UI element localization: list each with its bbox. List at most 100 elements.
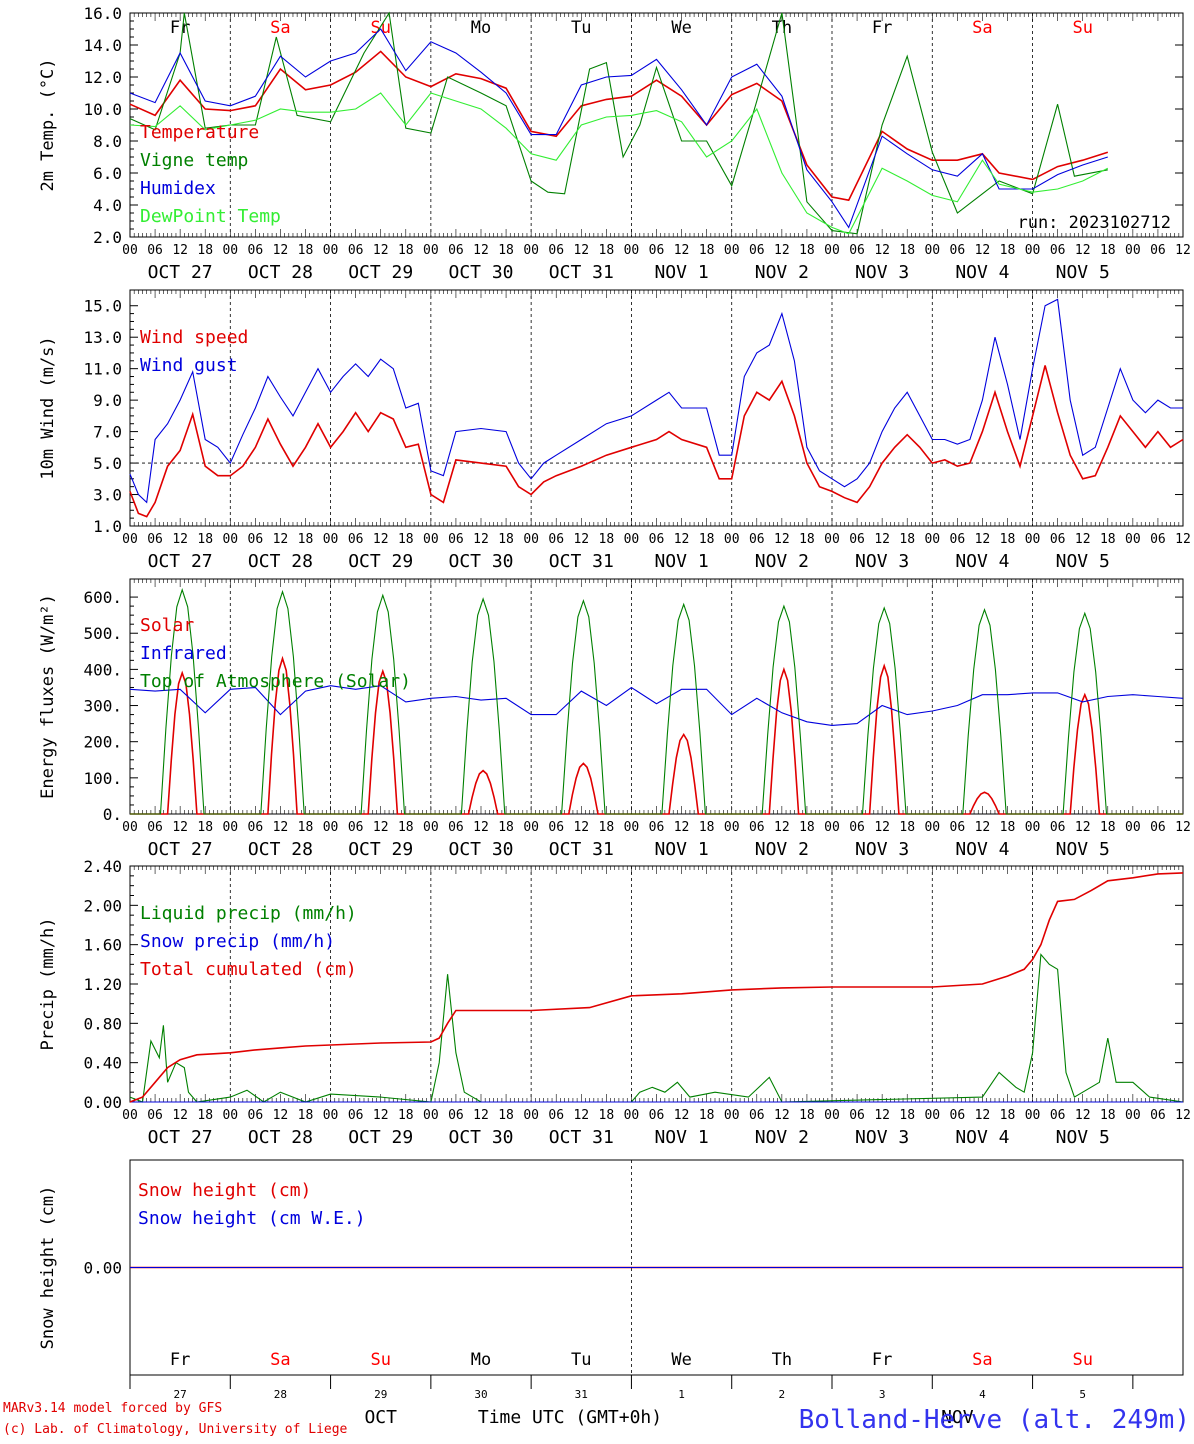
day-of-month-label: 27 bbox=[174, 1388, 187, 1401]
x-tick-label: 00 bbox=[924, 532, 940, 547]
day-of-month-label: 1 bbox=[678, 1388, 685, 1401]
series-line-temperature bbox=[129, 50, 1109, 202]
legend-entry: Snow height (cm) bbox=[138, 1180, 311, 1201]
y-tick-label: 1.60 bbox=[83, 936, 122, 955]
x-tick-label: 06 bbox=[348, 243, 364, 258]
x-tick-label: 18 bbox=[498, 820, 514, 835]
x-tick-label: 18 bbox=[1100, 1108, 1116, 1123]
x-tick-label: 06 bbox=[248, 532, 264, 547]
weekday-label: Su bbox=[1072, 1350, 1092, 1370]
x-tick-label: 12 bbox=[473, 243, 489, 258]
x-tick-label: 00 bbox=[222, 532, 238, 547]
x-tick-label: 06 bbox=[849, 243, 865, 258]
series-line-humidex bbox=[129, 28, 1108, 229]
x-tick-label: 00 bbox=[624, 532, 640, 547]
y-tick-label: 10.0 bbox=[83, 100, 122, 119]
x-tick-label: 12 bbox=[774, 820, 790, 835]
series-line-wind-speed bbox=[129, 365, 1184, 518]
y-tick-label: 0.00 bbox=[83, 1259, 122, 1278]
x-tick-label: 12 bbox=[373, 532, 389, 547]
x-tick-label: 12 bbox=[172, 820, 188, 835]
x-tick-label: 12 bbox=[473, 820, 489, 835]
y-tick-label: 3.0 bbox=[93, 486, 122, 505]
weekday-label: Fr bbox=[872, 1350, 892, 1370]
x-tick-label: 18 bbox=[899, 820, 915, 835]
legend-entry: Liquid precip (mm/h) bbox=[140, 903, 357, 924]
x-tick-label: 06 bbox=[849, 532, 865, 547]
y-tick-label: 100. bbox=[83, 769, 122, 788]
y-axis-label: Energy fluxes (W/m²) bbox=[38, 594, 58, 799]
date-label: OCT 29 bbox=[348, 262, 413, 283]
x-tick-label: 18 bbox=[599, 243, 615, 258]
plot-frame bbox=[129, 12, 1184, 238]
y-tick-label: 6.0 bbox=[93, 164, 122, 183]
x-tick-label: 00 bbox=[624, 243, 640, 258]
y-tick-label: 400. bbox=[83, 660, 122, 679]
weekday-label: Tu bbox=[571, 1350, 591, 1370]
x-tick-label: 00 bbox=[1025, 243, 1041, 258]
date-label: NOV 3 bbox=[855, 551, 909, 572]
y-tick-label: 4.0 bbox=[93, 196, 122, 215]
date-label: OCT 31 bbox=[549, 262, 614, 283]
x-tick-label: 06 bbox=[448, 820, 464, 835]
x-tick-label: 18 bbox=[498, 532, 514, 547]
x-tick-label: 18 bbox=[398, 532, 414, 547]
plot-frame bbox=[129, 578, 1184, 815]
x-tick-label: 06 bbox=[348, 1108, 364, 1123]
panel-4: 0.00 0.40 0.80 1.20 1.60 2.00 2.40 Precip (mm/h… bbox=[38, 857, 1191, 1148]
x-tick-label: 06 bbox=[950, 1108, 966, 1123]
date-label: OCT 27 bbox=[148, 262, 213, 283]
date-label: OCT 30 bbox=[448, 1127, 513, 1148]
date-label: NOV 3 bbox=[855, 262, 909, 283]
date-label: NOV 2 bbox=[755, 839, 809, 860]
date-label: OCT 28 bbox=[248, 1127, 313, 1148]
x-tick-label: 12 bbox=[573, 532, 589, 547]
x-tick-label: 12 bbox=[674, 532, 690, 547]
x-tick-label: 00 bbox=[423, 243, 439, 258]
x-tick-label: 18 bbox=[398, 820, 414, 835]
x-tick-label: 00 bbox=[1025, 532, 1041, 547]
x-tick-label: 12 bbox=[975, 1108, 991, 1123]
x-tick-label: 12 bbox=[774, 532, 790, 547]
x-tick-label: 06 bbox=[147, 243, 163, 258]
x-tick-label: 12 bbox=[975, 243, 991, 258]
weekday-label: Mo bbox=[471, 1350, 491, 1370]
x-tick-label: 12 bbox=[1175, 1108, 1191, 1123]
x-tick-label: 18 bbox=[699, 532, 715, 547]
y-tick-label: 7.0 bbox=[93, 423, 122, 442]
x-tick-label: 00 bbox=[222, 243, 238, 258]
run-annotation: run: 2023102712 bbox=[1017, 213, 1171, 233]
x-tick-label: 00 bbox=[323, 243, 339, 258]
month-label: NOV bbox=[941, 1407, 974, 1428]
x-tick-label: 18 bbox=[498, 1108, 514, 1123]
x-tick-label: 06 bbox=[248, 243, 264, 258]
x-tick-label: 06 bbox=[1150, 532, 1166, 547]
x-tick-label: 12 bbox=[1075, 532, 1091, 547]
y-tick-label: 300. bbox=[83, 697, 122, 716]
x-tick-label: 18 bbox=[1100, 243, 1116, 258]
x-tick-label: 06 bbox=[1050, 532, 1066, 547]
date-label: NOV 1 bbox=[654, 839, 708, 860]
x-tick-label: 12 bbox=[674, 243, 690, 258]
x-tick-label: 18 bbox=[599, 1108, 615, 1123]
x-tick-label: 18 bbox=[799, 243, 815, 258]
y-tick-label: 13.0 bbox=[83, 328, 122, 347]
footer-credit-line2: (c) Lab. of Climatology, University of L… bbox=[3, 1422, 348, 1437]
x-tick-label: 18 bbox=[899, 532, 915, 547]
x-tick-label: 18 bbox=[498, 243, 514, 258]
y-tick-label: 0.40 bbox=[83, 1054, 122, 1073]
x-tick-label: 12 bbox=[373, 243, 389, 258]
x-tick-label: 12 bbox=[975, 820, 991, 835]
x-tick-label: 00 bbox=[924, 820, 940, 835]
x-tick-label: 06 bbox=[950, 532, 966, 547]
date-label: NOV 5 bbox=[1056, 551, 1110, 572]
series-line-wind-gust bbox=[129, 298, 1183, 504]
x-tick-label: 12 bbox=[975, 532, 991, 547]
date-label: NOV 4 bbox=[955, 839, 1009, 860]
x-tick-label: 12 bbox=[874, 532, 890, 547]
x-tick-label: 06 bbox=[147, 820, 163, 835]
x-tick-label: 06 bbox=[548, 820, 564, 835]
date-label: NOV 4 bbox=[955, 551, 1009, 572]
